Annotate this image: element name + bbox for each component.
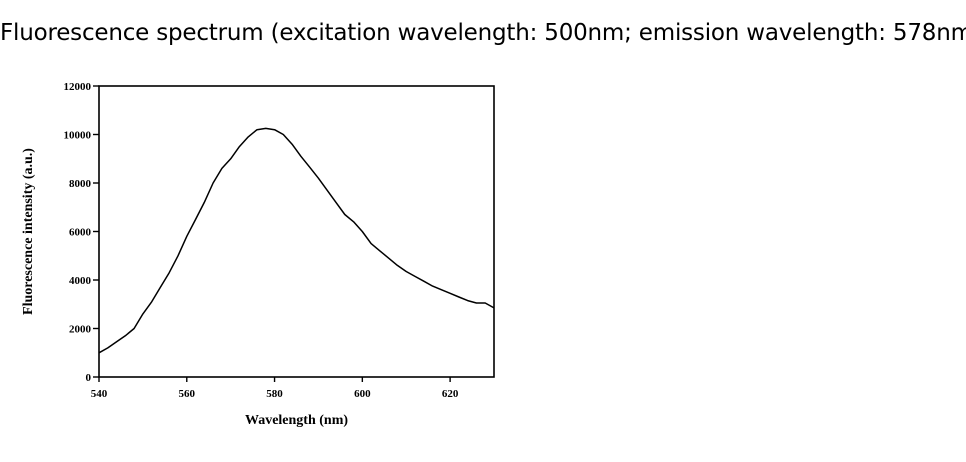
x-tick-label: 600 <box>354 388 371 400</box>
y-tick-label: 8000 <box>69 178 92 190</box>
series-line <box>98 127 495 354</box>
x-axis-title: Wavelength (nm) <box>245 413 348 428</box>
y-tick-label: 0 <box>86 372 92 384</box>
y-tick-label: 2000 <box>69 324 92 336</box>
x-tick-label: 540 <box>91 388 108 400</box>
page-title: Fluorescence spectrum (excitation wavele… <box>0 20 966 46</box>
y-tick-label: 12000 <box>64 81 92 93</box>
y-axis-title: Fluorescence intensity (a.u.) <box>21 148 36 315</box>
y-tick-label: 4000 <box>69 275 92 287</box>
y-tick-label: 10000 <box>64 130 92 142</box>
y-tick-label: 6000 <box>69 227 92 239</box>
x-tick-label: 580 <box>266 388 283 400</box>
x-tick-label: 560 <box>179 388 196 400</box>
plot-frame <box>98 85 495 378</box>
x-tick-label: 620 <box>442 388 459 400</box>
